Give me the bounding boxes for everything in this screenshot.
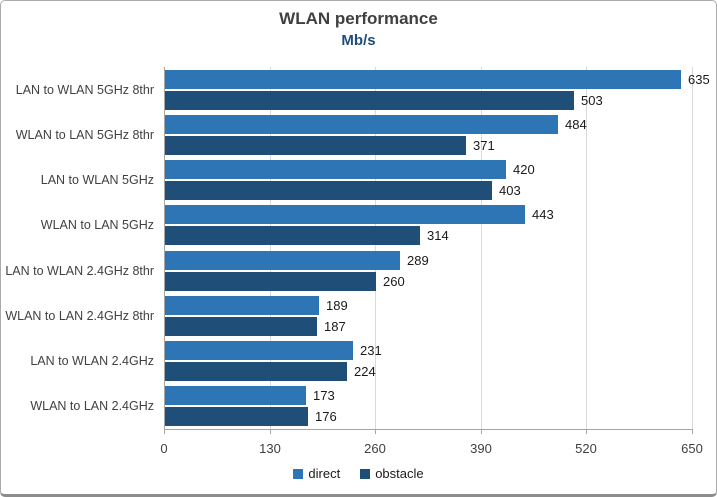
value-label-obstacle-2: 403 xyxy=(499,183,521,198)
legend-label-obstacle: obstacle xyxy=(375,466,424,481)
bar-direct-4 xyxy=(165,251,400,270)
category-label-1: WLAN to LAN 5GHz 8thr xyxy=(15,128,154,142)
value-label-direct-4: 289 xyxy=(407,253,429,268)
gridline-650 xyxy=(692,67,693,429)
x-tick-label-520: 520 xyxy=(575,441,597,456)
plot-area: 635 503 484 371 420 403 443 314 289 260 189 187 231 2… xyxy=(164,67,710,429)
value-label-direct-0: 635 xyxy=(688,72,710,87)
x-tick-label-130: 130 xyxy=(259,441,281,456)
value-label-direct-2: 420 xyxy=(513,162,535,177)
category-label-4: LAN to WLAN 2.4GHz 8thr xyxy=(5,264,154,278)
x-tick-mark-260 xyxy=(375,429,376,434)
bar-direct-2 xyxy=(165,160,506,179)
legend-label-direct: direct xyxy=(308,466,341,481)
x-tick-label-650: 650 xyxy=(681,441,703,456)
bar-obstacle-0 xyxy=(165,91,574,110)
bar-direct-0 xyxy=(165,70,681,89)
value-label-direct-6: 231 xyxy=(360,343,382,358)
legend-item-direct: direct xyxy=(293,466,340,481)
x-tick-label-0: 0 xyxy=(160,441,168,456)
value-label-direct-5: 189 xyxy=(326,298,348,313)
legend-swatch-obstacle xyxy=(360,468,371,479)
value-label-obstacle-4: 260 xyxy=(383,274,405,289)
value-label-direct-1: 484 xyxy=(565,117,587,132)
x-tick-mark-0 xyxy=(164,429,165,434)
gridline-520 xyxy=(586,67,587,429)
value-label-obstacle-3: 314 xyxy=(427,228,449,243)
bar-direct-6 xyxy=(165,341,353,360)
bar-obstacle-1 xyxy=(165,136,466,155)
value-label-obstacle-1: 371 xyxy=(473,138,495,153)
x-axis-line xyxy=(164,429,693,430)
x-tick-mark-390 xyxy=(481,429,482,434)
category-label-5: WLAN to LAN 2.4GHz 8thr xyxy=(5,309,154,323)
x-tick-label-390: 390 xyxy=(470,441,492,456)
x-tick-mark-650 xyxy=(692,429,693,434)
value-label-obstacle-5: 187 xyxy=(324,319,346,334)
bar-direct-1 xyxy=(165,115,558,134)
gridline-390 xyxy=(481,67,482,429)
chart-subtitle: Mb/s xyxy=(341,32,376,49)
legend-swatch-direct xyxy=(293,468,304,479)
bar-direct-3 xyxy=(165,205,525,224)
bar-direct-7 xyxy=(165,386,306,405)
bar-obstacle-5 xyxy=(165,317,317,336)
x-tick-mark-520 xyxy=(586,429,587,434)
value-label-obstacle-0: 503 xyxy=(581,93,603,108)
x-tick-mark-130 xyxy=(270,429,271,434)
value-label-direct-3: 443 xyxy=(532,207,554,222)
category-label-2: LAN to WLAN 5GHz xyxy=(40,173,154,187)
category-label-0: LAN to WLAN 5GHz 8thr xyxy=(15,83,154,97)
legend: direct obstacle xyxy=(1,466,716,481)
category-label-3: WLAN to LAN 5GHz xyxy=(40,218,154,232)
gridline-260 xyxy=(375,67,376,429)
chart-title: WLAN performance xyxy=(279,9,438,28)
bar-obstacle-6 xyxy=(165,362,347,381)
category-label-6: LAN to WLAN 2.4GHz xyxy=(30,354,154,368)
bar-obstacle-4 xyxy=(165,272,376,291)
gridline-130 xyxy=(270,67,271,429)
value-label-obstacle-7: 176 xyxy=(315,409,337,424)
value-label-direct-7: 173 xyxy=(313,388,335,403)
bar-obstacle-3 xyxy=(165,226,420,245)
bar-direct-5 xyxy=(165,296,319,315)
category-label-7: WLAN to LAN 2.4GHz xyxy=(30,399,154,413)
value-label-obstacle-6: 224 xyxy=(354,364,376,379)
bar-obstacle-7 xyxy=(165,407,308,426)
legend-item-obstacle: obstacle xyxy=(360,466,424,481)
y-axis-line xyxy=(164,67,165,429)
bar-obstacle-2 xyxy=(165,181,492,200)
x-tick-label-260: 260 xyxy=(364,441,386,456)
